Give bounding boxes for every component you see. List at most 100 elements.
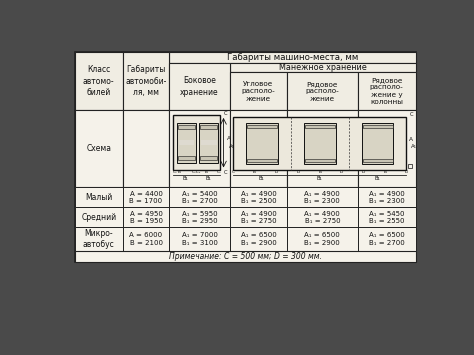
- Text: D: D: [296, 170, 300, 174]
- Text: Класс
автомо-
билей: Класс автомо- билей: [83, 66, 115, 97]
- Bar: [178, 125, 195, 129]
- Bar: [357, 72, 416, 110]
- Text: C: C: [231, 170, 234, 174]
- Bar: [123, 207, 169, 228]
- Text: D: D: [340, 170, 343, 174]
- Text: C₁C₁: C₁C₁: [192, 170, 201, 174]
- Bar: [75, 228, 123, 251]
- Bar: [123, 52, 169, 110]
- Bar: [75, 207, 123, 228]
- Bar: [201, 157, 217, 160]
- Text: Примечание: C = 500 мм; D = 300 мм.: Примечание: C = 500 мм; D = 300 мм.: [169, 252, 322, 261]
- Text: B: B: [253, 170, 256, 174]
- Bar: [75, 251, 416, 262]
- Text: Габариты
автомоби-
ля, мм: Габариты автомоби- ля, мм: [125, 66, 167, 97]
- Bar: [230, 228, 287, 251]
- Bar: [75, 187, 123, 207]
- Bar: [246, 123, 278, 164]
- Bar: [230, 72, 287, 110]
- Text: Микро-
автобус: Микро- автобус: [83, 229, 115, 249]
- Bar: [304, 123, 336, 164]
- Bar: [169, 207, 230, 228]
- Bar: [362, 123, 393, 164]
- Bar: [169, 52, 416, 62]
- Bar: [287, 228, 357, 251]
- Text: C₁: C₁: [173, 170, 177, 174]
- Text: Манежное хранение: Манежное хранение: [279, 63, 366, 72]
- Bar: [173, 115, 220, 170]
- Text: Боковое
хранение: Боковое хранение: [180, 76, 219, 97]
- Text: B₁: B₁: [374, 176, 381, 181]
- Text: A₁ = 4900
B₁ = 2750: A₁ = 4900 B₁ = 2750: [304, 211, 340, 224]
- Bar: [305, 125, 335, 128]
- Text: Средний: Средний: [81, 213, 116, 222]
- Text: Рядовое
располо-
жение у
колонны: Рядовое располо- жение у колонны: [370, 77, 403, 105]
- Bar: [230, 187, 287, 207]
- Text: Схема: Схема: [86, 144, 111, 153]
- Bar: [201, 125, 217, 129]
- Bar: [169, 62, 230, 110]
- Bar: [177, 123, 196, 163]
- Text: A₁ = 5950
B₁ = 2950: A₁ = 5950 B₁ = 2950: [182, 211, 218, 224]
- Bar: [287, 207, 357, 228]
- Text: D: D: [405, 170, 408, 174]
- Text: Габариты машино-места, мм: Габариты машино-места, мм: [227, 53, 358, 62]
- Text: A₁: A₁: [229, 144, 235, 149]
- Text: B₁: B₁: [317, 176, 322, 181]
- Text: A₁ = 5400
B₁ = 2700: A₁ = 5400 B₁ = 2700: [182, 191, 218, 204]
- Bar: [233, 116, 406, 170]
- Text: A: A: [409, 137, 413, 142]
- Bar: [408, 164, 412, 168]
- Text: B₁: B₁: [259, 176, 264, 181]
- Text: A₁ = 6500
B₁ = 2700: A₁ = 6500 B₁ = 2700: [369, 232, 405, 246]
- Bar: [357, 110, 416, 187]
- Bar: [230, 62, 416, 72]
- Text: D: D: [274, 170, 278, 174]
- Text: B: B: [205, 170, 208, 174]
- Text: B: B: [318, 170, 321, 174]
- Bar: [287, 72, 357, 110]
- Bar: [230, 110, 287, 187]
- Text: Угловое
располо-
жение: Угловое располо- жение: [242, 81, 275, 102]
- Text: B: B: [178, 170, 181, 174]
- Text: A₁ = 6500
B₁ = 2900: A₁ = 6500 B₁ = 2900: [304, 232, 340, 246]
- Text: C₁: C₁: [217, 170, 221, 174]
- Bar: [287, 110, 357, 187]
- Text: A₁ = 6500
B₁ = 2900: A₁ = 6500 B₁ = 2900: [240, 232, 276, 246]
- Bar: [199, 123, 218, 163]
- Bar: [287, 187, 357, 207]
- Text: A₁ = 4900
B₁ = 2500: A₁ = 4900 B₁ = 2500: [240, 191, 276, 204]
- Bar: [123, 187, 169, 207]
- Bar: [169, 228, 230, 251]
- Bar: [357, 187, 416, 207]
- Bar: [201, 140, 217, 145]
- Bar: [247, 125, 277, 128]
- Bar: [75, 52, 416, 262]
- Bar: [305, 159, 335, 162]
- Bar: [247, 159, 277, 162]
- Text: A = 4950
B = 1950: A = 4950 B = 1950: [129, 211, 163, 224]
- Text: B₁: B₁: [206, 176, 211, 181]
- Text: A₁: A₁: [410, 144, 416, 149]
- Text: B: B: [383, 170, 386, 174]
- Text: C: C: [223, 170, 227, 175]
- Text: A₁ = 4900
B₁ = 2300: A₁ = 4900 B₁ = 2300: [304, 191, 340, 204]
- Text: A₁ = 5450
B₁ = 2550: A₁ = 5450 B₁ = 2550: [369, 211, 404, 224]
- Text: A: A: [227, 136, 231, 141]
- Text: C: C: [223, 111, 227, 116]
- Bar: [179, 140, 194, 145]
- Text: B₁: B₁: [182, 176, 188, 181]
- Text: A = 6000
B = 2100: A = 6000 B = 2100: [129, 232, 163, 246]
- Bar: [363, 125, 392, 128]
- Text: A = 4400
B = 1700: A = 4400 B = 1700: [129, 191, 163, 204]
- Text: A₁ = 4900
B₁ = 2750: A₁ = 4900 B₁ = 2750: [240, 211, 276, 224]
- Bar: [169, 187, 230, 207]
- Bar: [169, 110, 230, 187]
- Text: C: C: [409, 113, 413, 118]
- Bar: [357, 207, 416, 228]
- Bar: [178, 157, 195, 160]
- Bar: [123, 228, 169, 251]
- Text: D: D: [361, 170, 365, 174]
- Bar: [357, 228, 416, 251]
- Bar: [123, 110, 169, 187]
